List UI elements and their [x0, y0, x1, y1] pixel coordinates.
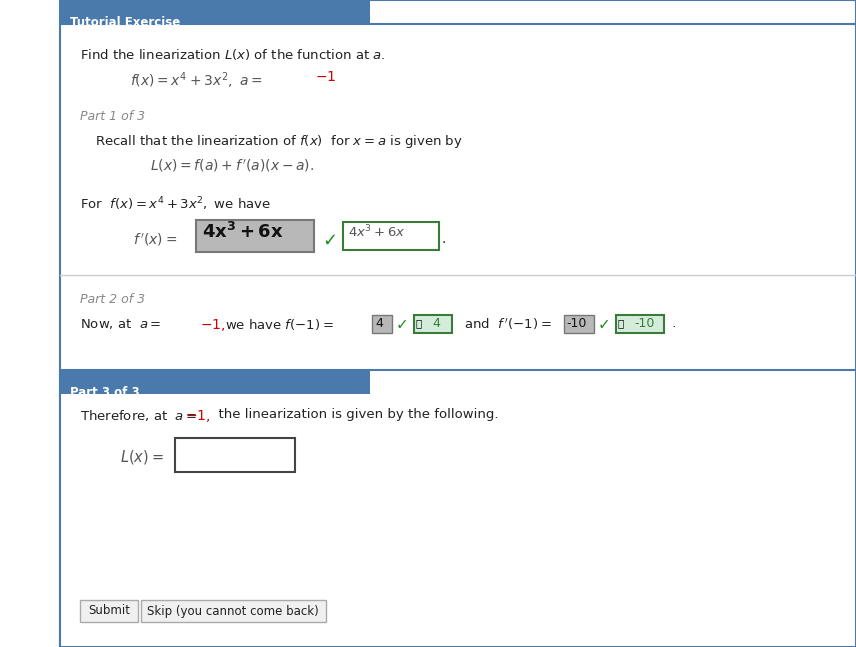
Bar: [60, 370, 370, 394]
Bar: [175, 438, 295, 472]
Bar: [343, 222, 439, 250]
Text: Recall that the linearization of $f(x)$  for $x = a$ is given by: Recall that the linearization of $f(x)$ …: [95, 133, 463, 150]
Text: and $\ f\,'(-1) =$: and $\ f\,'(-1) =$: [456, 317, 552, 333]
Text: $-1,$: $-1,$: [200, 317, 225, 333]
Bar: [372, 315, 392, 333]
Text: ✓: ✓: [598, 317, 610, 332]
Text: .: .: [442, 232, 446, 246]
Text: $L(x) = f(a) + f\,'(a)(x - a).$: $L(x) = f(a) + f\,'(a)(x - a).$: [150, 158, 314, 174]
Text: -10: -10: [566, 317, 586, 330]
Text: Skip (you cannot come back): Skip (you cannot come back): [147, 604, 319, 617]
Text: $f(x) = x^4 + 3x^2,\ a = $: $f(x) = x^4 + 3x^2,\ a = $: [130, 70, 263, 91]
Text: $L(x) =$: $L(x) =$: [120, 448, 163, 466]
Bar: [196, 220, 314, 252]
Text: $4x^3 + 6x$: $4x^3 + 6x$: [348, 224, 406, 241]
Text: $\mathbf{4x^3 + 6x}$: $\mathbf{4x^3 + 6x}$: [202, 222, 283, 242]
Text: Find the linearization $L(x)$ of the function at $a$.: Find the linearization $L(x)$ of the fun…: [80, 47, 385, 62]
Text: 🔑: 🔑: [618, 318, 624, 328]
Text: Part 3 of 3: Part 3 of 3: [70, 386, 140, 399]
Bar: [564, 315, 594, 333]
Text: Part 2 of 3: Part 2 of 3: [80, 293, 146, 306]
Text: 4: 4: [432, 317, 440, 330]
Text: ✓: ✓: [322, 232, 337, 250]
Text: ✓: ✓: [396, 317, 409, 332]
Text: $f\,'(x) =$: $f\,'(x) =$: [133, 232, 177, 248]
Text: For $\ f(x) = x^4 + 3x^2,$ we have: For $\ f(x) = x^4 + 3x^2,$ we have: [80, 195, 270, 213]
Text: 🔑: 🔑: [416, 318, 422, 328]
Text: Now, at $\ a = $: Now, at $\ a = $: [80, 317, 162, 331]
Text: $-1$: $-1$: [315, 70, 336, 84]
Bar: [60, 370, 856, 647]
Bar: [141, 600, 326, 622]
Text: Part 1 of 3: Part 1 of 3: [80, 110, 146, 123]
Bar: [60, 0, 370, 24]
Text: Tutorial Exercise: Tutorial Exercise: [70, 16, 181, 29]
Text: Submit: Submit: [88, 604, 130, 617]
Bar: [414, 315, 452, 333]
Text: $-1,$: $-1,$: [185, 408, 211, 424]
Text: 4: 4: [375, 317, 383, 330]
Bar: [80, 600, 138, 622]
Text: .: .: [668, 317, 676, 330]
Text: the linearization is given by the following.: the linearization is given by the follow…: [210, 408, 498, 421]
Text: we have $f(-1) =$: we have $f(-1) =$: [225, 317, 334, 332]
Text: Therefore, at $\ a = $: Therefore, at $\ a = $: [80, 408, 197, 423]
Text: -10: -10: [634, 317, 654, 330]
Bar: [616, 315, 664, 333]
